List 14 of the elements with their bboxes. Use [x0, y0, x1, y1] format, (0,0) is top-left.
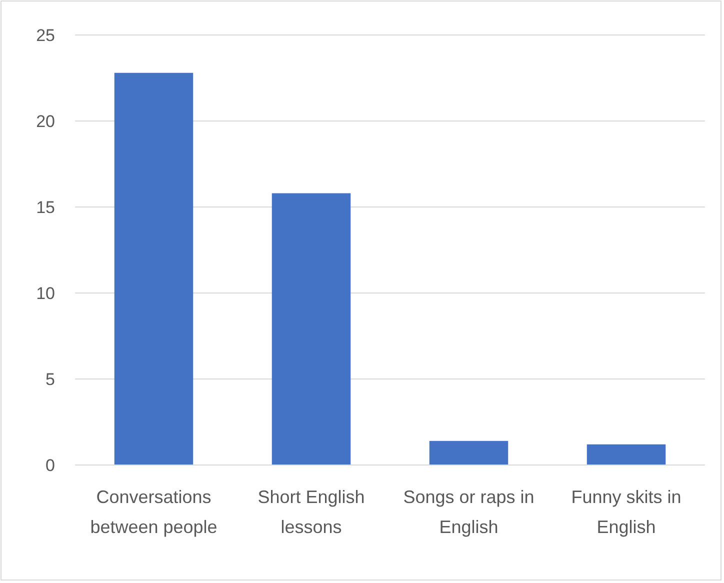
y-tick-label: 20 [36, 112, 55, 131]
y-tick-label: 0 [46, 456, 55, 475]
x-tick-label: Songs or raps in English [403, 487, 534, 537]
bar [114, 72, 194, 465]
y-tick-label: 25 [36, 26, 55, 45]
x-tick-label: Short English lessons [258, 487, 365, 537]
y-tick-label: 15 [36, 198, 55, 217]
x-tick-label: Conversations between people [90, 487, 218, 537]
bar [586, 444, 666, 465]
bar [429, 440, 508, 465]
bar [272, 193, 351, 465]
x-tick-label: Funny skits in English [571, 487, 682, 537]
y-tick-label: 5 [46, 370, 55, 389]
y-tick-label: 10 [36, 284, 55, 303]
